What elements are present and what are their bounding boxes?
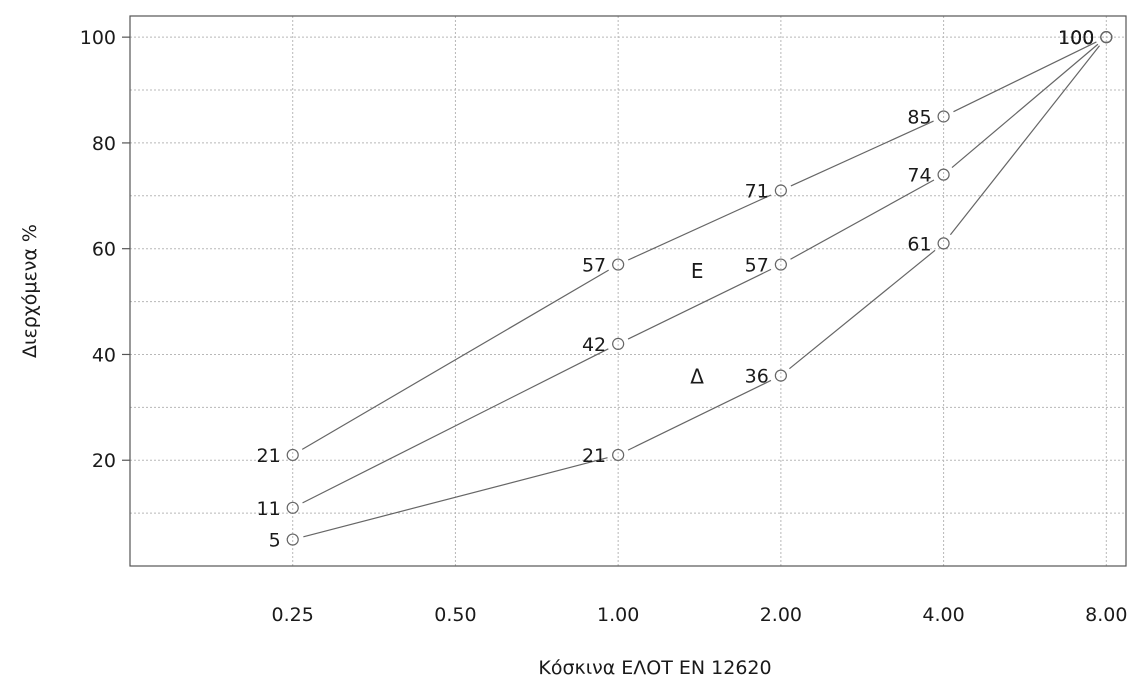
series-line-segment bbox=[790, 179, 935, 260]
series-line-segment bbox=[790, 120, 934, 187]
series-line-segment bbox=[303, 457, 608, 538]
y-axis-title: Διερχόμενα % bbox=[19, 224, 41, 358]
data-label: 71 bbox=[745, 181, 769, 203]
x-tick-label: 0.50 bbox=[434, 604, 476, 626]
data-point bbox=[1100, 31, 1113, 44]
data-label: 100 bbox=[1058, 27, 1094, 49]
data-point bbox=[286, 533, 299, 546]
series-line-segment bbox=[953, 41, 1097, 113]
data-label: 42 bbox=[582, 334, 606, 356]
series-line-segment bbox=[627, 268, 772, 340]
y-tick-label: 100 bbox=[80, 27, 116, 49]
data-label: 74 bbox=[907, 165, 931, 187]
data-point bbox=[286, 448, 299, 462]
plot-frame bbox=[129, 15, 1127, 567]
data-points-group bbox=[286, 31, 1113, 546]
data-label: 100 bbox=[1058, 27, 1094, 49]
x-tick-label: 2.00 bbox=[760, 604, 802, 626]
y-tick-label: 40 bbox=[92, 344, 116, 366]
data-label: 61 bbox=[907, 233, 931, 255]
data-label: 85 bbox=[907, 106, 931, 128]
y-tick-label: 60 bbox=[92, 239, 116, 261]
axes: 20 40 60 80 100 0.25 0.50 1.00 2.00 4.00 8.00 bbox=[80, 27, 1128, 626]
series-line-segment bbox=[949, 45, 1100, 236]
data-point bbox=[774, 258, 787, 271]
x-tick-label: 4.00 bbox=[922, 604, 964, 626]
data-label: 36 bbox=[745, 366, 769, 388]
data-point bbox=[774, 369, 787, 382]
data-point bbox=[774, 184, 787, 197]
data-point bbox=[937, 110, 950, 123]
data-label: 21 bbox=[257, 445, 281, 467]
region-label: Δ bbox=[690, 365, 704, 389]
series-line-segment bbox=[789, 249, 936, 370]
data-series-group bbox=[301, 41, 1100, 538]
series-line-segment bbox=[627, 194, 772, 261]
series-line-segment bbox=[302, 348, 609, 504]
series-line-segment bbox=[951, 43, 1099, 169]
region-label: Ε bbox=[691, 259, 704, 283]
data-label: 57 bbox=[582, 255, 606, 277]
data-label: 21 bbox=[582, 445, 606, 467]
series-line-segment bbox=[627, 379, 772, 451]
y-tick-label: 80 bbox=[92, 133, 116, 155]
x-tick-label: 1.00 bbox=[597, 604, 639, 626]
data-point bbox=[286, 501, 299, 514]
data-point bbox=[612, 258, 625, 271]
grid bbox=[130, 16, 1126, 566]
data-label: 5 bbox=[269, 530, 281, 552]
data-label: 11 bbox=[257, 498, 281, 520]
data-label: 100 bbox=[1058, 27, 1094, 49]
data-point bbox=[612, 337, 625, 350]
data-point bbox=[937, 168, 950, 181]
data-label: 57 bbox=[745, 255, 769, 277]
x-tick-label: 8.00 bbox=[1085, 604, 1127, 626]
series-line-segment bbox=[301, 269, 609, 450]
data-point bbox=[612, 448, 625, 462]
y-tick-label: 20 bbox=[92, 450, 116, 472]
data-point bbox=[937, 237, 950, 250]
x-axis-title: Κόσκινα ΕΛΟΤ EN 12620 bbox=[538, 657, 771, 679]
x-tick-label: 0.25 bbox=[272, 604, 314, 626]
